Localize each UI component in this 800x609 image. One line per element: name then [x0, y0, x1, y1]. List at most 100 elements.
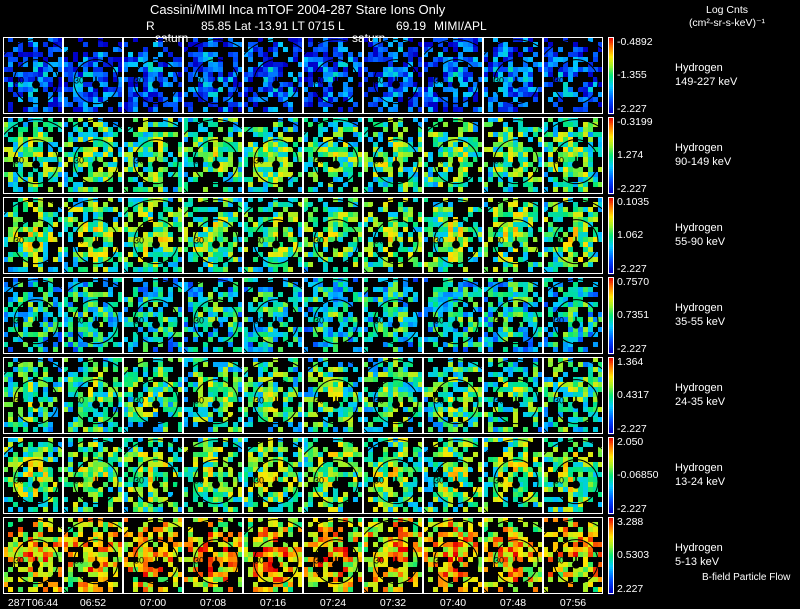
heatmap-cell	[453, 302, 458, 307]
heatmap-cell	[233, 292, 238, 297]
heatmap-cell	[583, 232, 588, 237]
heatmap-cell	[258, 127, 263, 132]
heatmap-cell	[58, 367, 63, 372]
heatmap-cell	[103, 207, 108, 212]
heatmap-cell	[253, 222, 258, 227]
heatmap-cell	[273, 332, 278, 337]
heatmap-cell	[108, 232, 113, 237]
heatmap-cell	[303, 347, 308, 352]
heatmap-cell	[303, 327, 308, 332]
heatmap-cell	[78, 312, 83, 317]
heatmap-cell	[578, 317, 583, 322]
heatmap-cell	[8, 102, 13, 107]
heatmap-cell	[433, 132, 438, 137]
heatmap-cell	[128, 157, 133, 162]
heatmap-cell	[213, 247, 218, 252]
heatmap-cell	[578, 137, 583, 142]
heatmap-cell	[78, 412, 83, 417]
heatmap-cell	[558, 117, 563, 122]
heatmap-cell	[353, 257, 358, 262]
heatmap-cell	[108, 207, 113, 212]
heatmap-cell	[208, 247, 213, 252]
heatmap-cell	[398, 187, 403, 192]
contour-30	[433, 59, 479, 105]
heatmap-cell	[83, 252, 88, 257]
heatmap-cell	[578, 227, 583, 232]
heatmap-cell	[8, 382, 13, 387]
heatmap-cell	[23, 82, 28, 87]
colorbar-swatch	[608, 282, 614, 286]
heatmap-cell	[33, 72, 38, 77]
heatmap-cell	[403, 227, 408, 232]
heatmap-cell	[458, 162, 463, 167]
heatmap-cell	[123, 67, 128, 72]
heatmap-cell	[508, 127, 513, 132]
heatmap-cell	[323, 217, 328, 222]
heatmap-cell	[318, 132, 323, 137]
heatmap-cell	[428, 227, 433, 232]
heatmap-cell	[213, 307, 218, 312]
heatmap-cell	[188, 287, 193, 292]
heatmap-cell	[513, 232, 518, 237]
heatmap-cell	[558, 137, 563, 142]
heatmap-cell	[538, 152, 543, 157]
heatmap-cell	[463, 157, 468, 162]
heatmap-cell	[248, 177, 253, 182]
heatmap-cell	[488, 62, 493, 67]
heatmap-cell	[473, 302, 478, 307]
heatmap-cell	[133, 177, 138, 182]
heatmap-cell	[103, 42, 108, 47]
heatmap-cell	[23, 87, 28, 92]
heatmap-cell	[528, 232, 533, 237]
heatmap-cell	[328, 87, 333, 92]
heatmap-cell	[333, 172, 338, 177]
heatmap-cell	[283, 202, 288, 207]
heatmap-cell	[448, 152, 453, 157]
heatmap-cell	[333, 167, 338, 172]
heatmap-cell	[113, 412, 118, 417]
heatmap-cell	[438, 302, 443, 307]
heatmap-cell	[203, 152, 208, 157]
heatmap-cell	[88, 297, 93, 302]
heatmap-cell	[223, 317, 228, 322]
heatmap-cell	[143, 102, 148, 107]
heatmap-cell	[223, 142, 228, 147]
heatmap-cell	[418, 347, 423, 352]
heatmap-cell	[263, 142, 268, 147]
heatmap-cell	[438, 97, 443, 102]
colorbar-swatch	[608, 292, 614, 295]
heatmap-cell	[88, 132, 93, 137]
colorbar-swatch	[608, 202, 614, 206]
heatmap-cell	[408, 177, 413, 182]
heatmap-cell	[328, 97, 333, 102]
contour-30	[193, 219, 239, 265]
heatmap-cell	[583, 187, 588, 192]
heatmap-cell	[413, 312, 418, 317]
heatmap-cell	[163, 117, 168, 122]
heatmap-cell	[243, 177, 248, 182]
heatmap-cell	[298, 307, 303, 312]
heatmap-cell	[203, 237, 208, 242]
heatmap-cell	[333, 252, 338, 257]
heatmap-cell	[183, 287, 188, 292]
heatmap-cell	[548, 52, 553, 57]
heatmap-cell	[83, 282, 88, 287]
heatmap-cell	[398, 122, 403, 127]
heatmap-cell	[143, 67, 148, 72]
colorbar-swatch	[608, 100, 614, 103]
heatmap-cell	[553, 307, 558, 312]
heatmap-cell	[493, 337, 498, 342]
heatmap-cell	[98, 97, 103, 102]
heatmap-cell	[308, 242, 313, 247]
heatmap-cell	[38, 347, 43, 352]
heatmap-cell	[253, 297, 258, 302]
heatmap-cell	[303, 62, 308, 67]
heatmap-cell	[78, 132, 83, 137]
heatmap-cell	[503, 302, 508, 307]
heatmap-cell	[373, 57, 378, 62]
heatmap-cell	[563, 207, 568, 212]
heatmap-cell	[443, 107, 448, 112]
heatmap-cell	[123, 62, 128, 67]
heatmap-cell	[508, 47, 513, 52]
heatmap-cell	[288, 327, 293, 332]
